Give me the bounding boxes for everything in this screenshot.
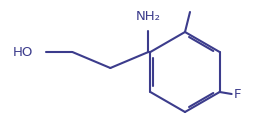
Text: F: F [234,87,241,101]
Text: HO: HO [13,46,33,58]
Text: NH₂: NH₂ [136,10,161,23]
